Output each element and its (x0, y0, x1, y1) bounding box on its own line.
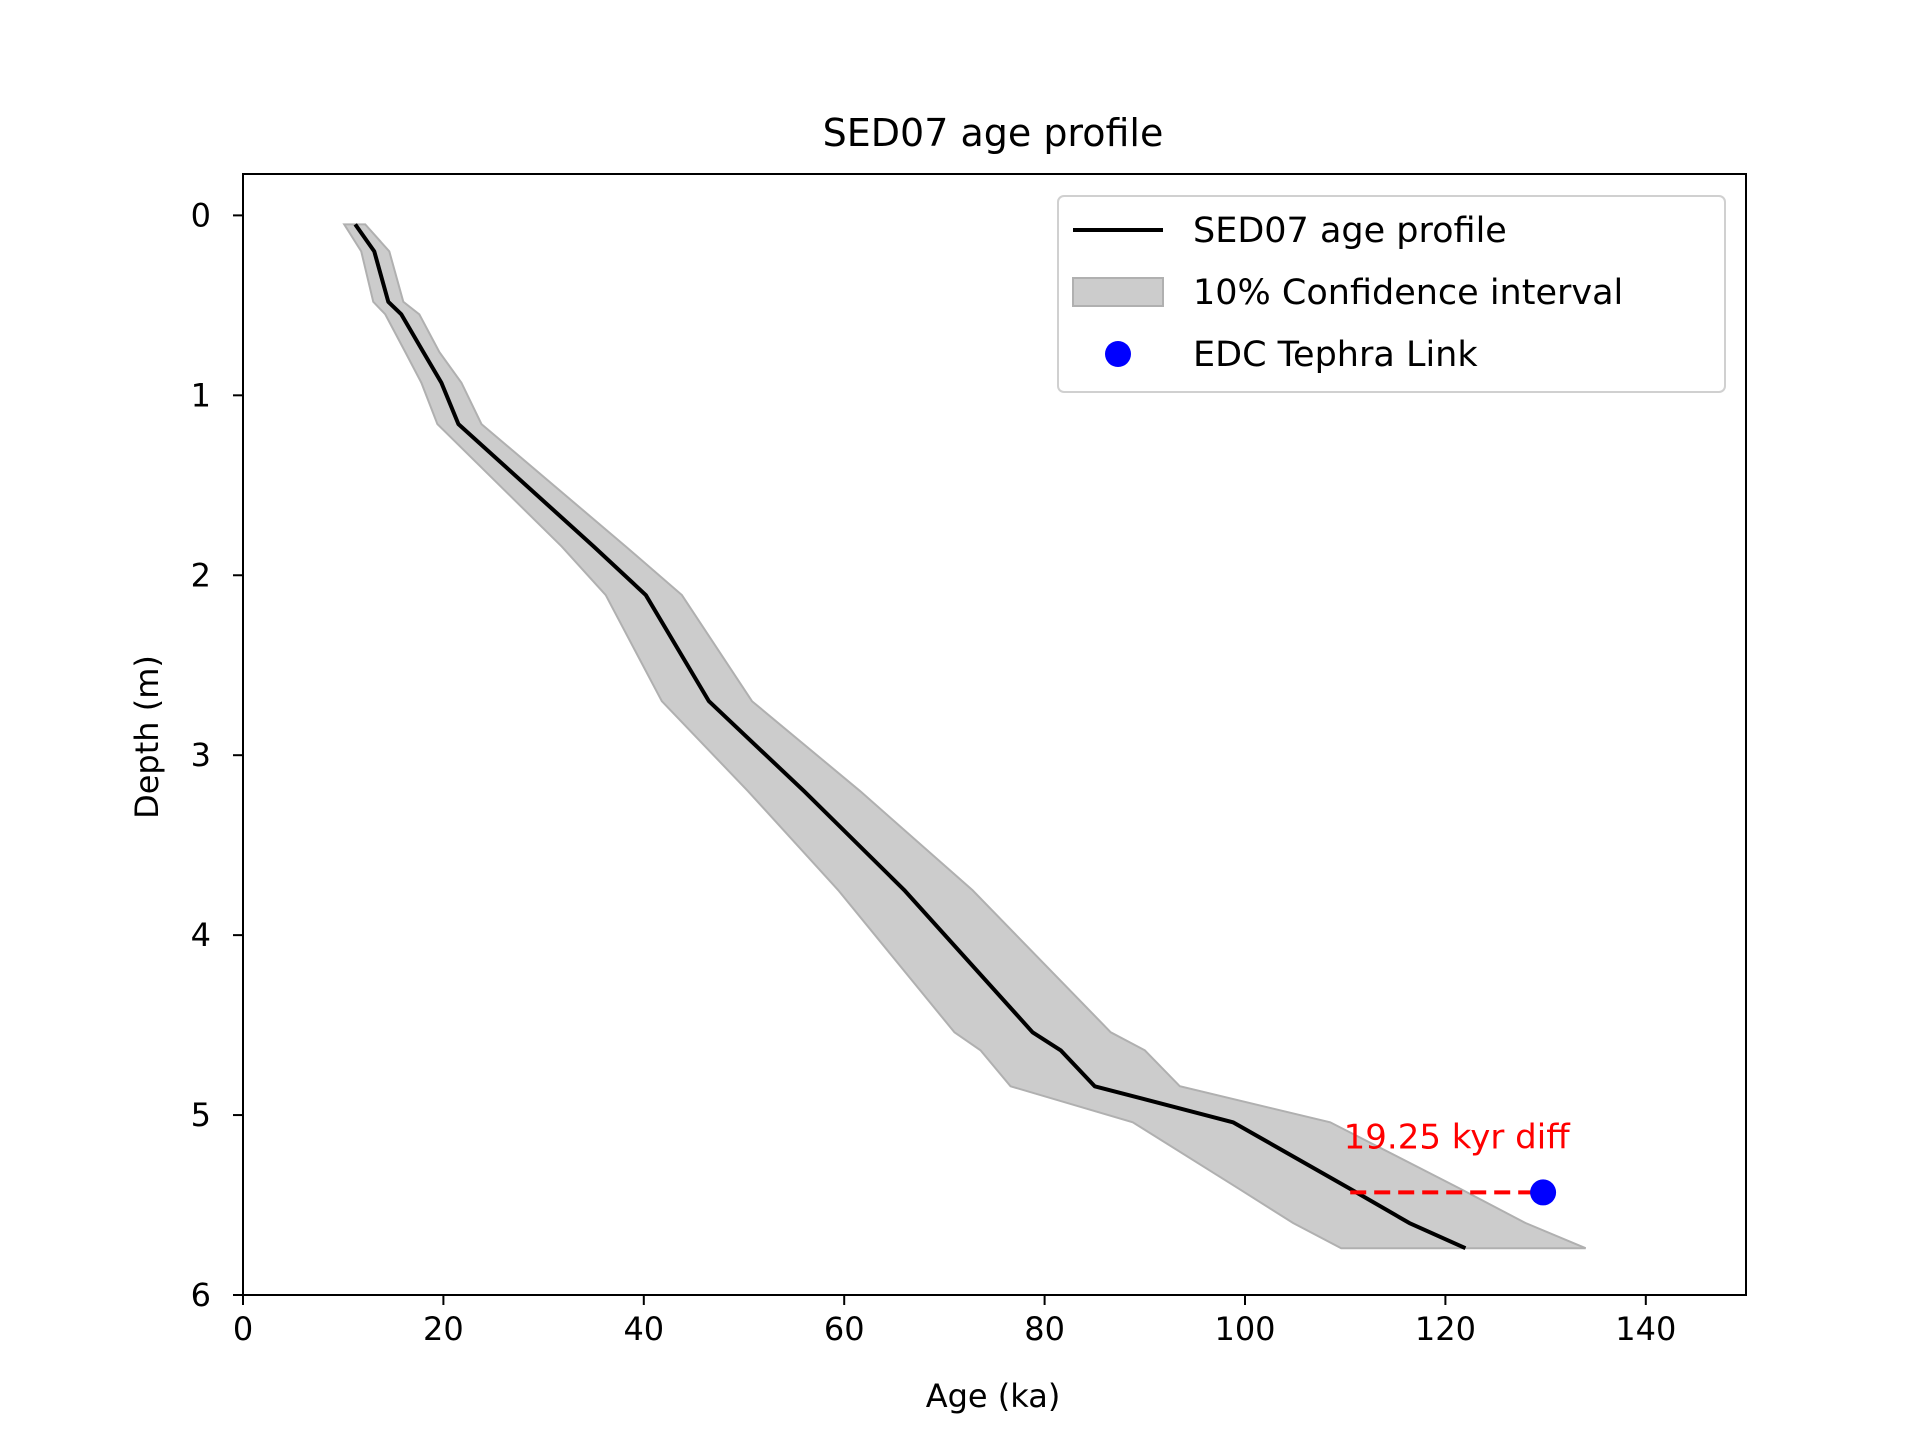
y-tick-label: 4 (191, 916, 211, 954)
legend-point-swatch (1105, 341, 1131, 367)
age-profile-line (353, 223, 1467, 1251)
legend-label: EDC Tephra Link (1193, 335, 1478, 375)
x-tick-label: 40 (623, 1310, 664, 1348)
annotation-label: 19.25 kyr diff (1344, 1117, 1572, 1157)
x-tick-label: 120 (1415, 1310, 1476, 1348)
legend-label: SED07 age profile (1193, 211, 1507, 251)
x-tick-label: 0 (233, 1310, 253, 1348)
tephra-point (1530, 1179, 1557, 1206)
x-tick-label: 100 (1214, 1310, 1275, 1348)
y-tick-label: 0 (191, 196, 211, 234)
x-axis-label: Age (ka) (926, 1377, 1061, 1415)
legend-label: 10% Confidence interval (1193, 273, 1623, 313)
confidence-band (342, 223, 1587, 1250)
x-tick-label: 20 (423, 1310, 464, 1348)
axes-frame (242, 173, 1747, 1296)
x-tick-label: 80 (1024, 1310, 1065, 1348)
y-tick-label: 6 (191, 1276, 211, 1314)
plot-area: 19.25 kyr diff (342, 223, 1587, 1251)
x-tick-label: 140 (1615, 1310, 1676, 1348)
y-tick-label: 1 (191, 376, 211, 414)
y-tick-label: 3 (191, 736, 211, 774)
x-tick-label: 60 (824, 1310, 865, 1348)
y-axis-label: Depth (m) (128, 655, 166, 819)
legend: SED07 age profile 10% Confidence interval… (1057, 195, 1726, 393)
y-tick-label: 2 (191, 556, 211, 594)
axes: 0 20 40 60 80 100 120 140 0 1 2 3 4 5 6 (191, 173, 1747, 1348)
legend-band-swatch (1072, 277, 1164, 307)
y-tick-label: 5 (191, 1096, 211, 1134)
chart-title: SED07 age profile (823, 111, 1164, 155)
legend-box (1057, 195, 1726, 393)
